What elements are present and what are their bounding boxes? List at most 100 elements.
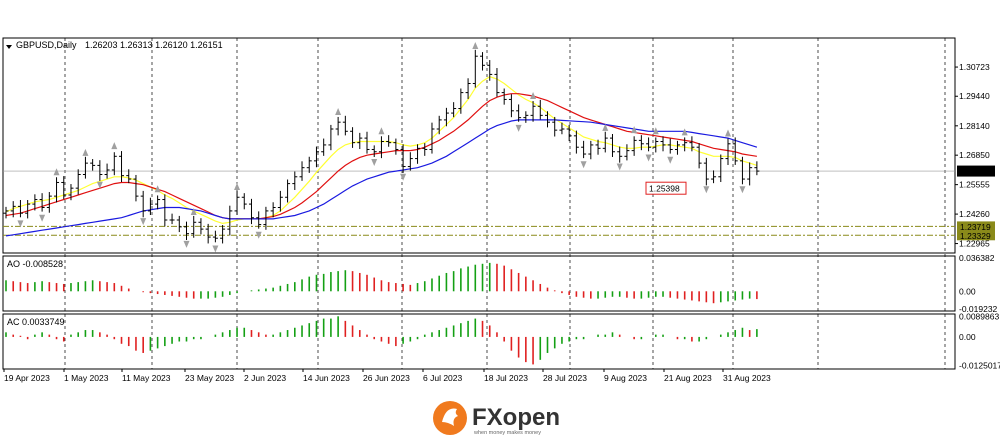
price-bar xyxy=(68,184,74,201)
symbol-label: GBPUSD,Daily xyxy=(16,40,77,50)
price-bar xyxy=(545,111,550,128)
price-bar xyxy=(378,136,384,159)
y-tick-label: 1.28140 xyxy=(959,121,990,131)
fractal-down-icon xyxy=(645,154,652,162)
pane-frame xyxy=(2,255,956,312)
price-bar xyxy=(407,152,413,171)
x-tick-label: 6 Jul 2023 xyxy=(423,373,462,383)
fractal-down-icon xyxy=(739,186,746,194)
price-bar xyxy=(155,195,161,210)
price-bar xyxy=(660,136,666,152)
price-bar xyxy=(25,199,31,219)
price-bar xyxy=(588,140,594,160)
indicator-y-tick-label: 0.00 xyxy=(959,332,976,342)
price-bar xyxy=(682,137,688,152)
fractal-down-icon xyxy=(140,218,147,226)
fractal-up-icon xyxy=(631,126,638,134)
price-bar xyxy=(487,60,493,81)
level-value: 1.23719 xyxy=(960,222,991,232)
price-bar xyxy=(97,160,103,181)
price-bar xyxy=(581,140,587,159)
ao-indicator-title: AO -0.008528 xyxy=(7,259,63,269)
price-bar xyxy=(133,174,139,202)
price-bar xyxy=(703,157,709,186)
fractal-down-icon xyxy=(616,163,623,171)
price-bar xyxy=(646,137,652,152)
price-bar xyxy=(104,163,110,179)
y-tick-label: 1.26850 xyxy=(959,150,990,160)
price-bar xyxy=(299,161,305,181)
indicator-y-tick-label: 0.00 xyxy=(959,286,976,296)
fractal-down-icon xyxy=(400,173,407,181)
price-bar xyxy=(277,190,283,212)
x-tick-label: 26 Jun 2023 xyxy=(363,373,410,383)
price-bar xyxy=(711,170,717,184)
price-bar xyxy=(747,162,753,186)
price-bar xyxy=(75,169,81,195)
fractal-down-icon xyxy=(17,220,24,228)
price-bar xyxy=(443,107,449,127)
indicator-y-tick-label: -0.019232 xyxy=(959,304,998,314)
moving-average-line xyxy=(5,119,758,237)
price-bar xyxy=(480,52,486,71)
price-bar xyxy=(400,144,406,173)
price-bar xyxy=(436,115,442,135)
price-bar xyxy=(140,190,146,218)
price-bar xyxy=(501,88,507,105)
price-bar xyxy=(263,206,269,230)
price-bar xyxy=(292,171,298,190)
price-bar xyxy=(422,143,428,156)
price-bar xyxy=(617,146,623,163)
brand-tagline: when money makes money xyxy=(473,430,541,436)
price-bar xyxy=(321,138,327,156)
price-bar xyxy=(350,127,356,148)
price-bar xyxy=(689,136,695,152)
y-tick-label: 1.24260 xyxy=(959,209,990,219)
price-bar xyxy=(465,78,471,99)
price-bar xyxy=(508,94,514,118)
price-bar xyxy=(624,144,630,161)
x-tick-label: 23 May 2023 xyxy=(185,373,234,383)
price-bar xyxy=(90,159,96,171)
y-tick-label: 1.25555 xyxy=(959,180,990,190)
fractal-up-icon xyxy=(82,148,89,156)
brand-name: FXopen xyxy=(472,404,560,431)
price-bar xyxy=(169,213,175,225)
ohlc-readout: 1.26203 1.26313 1.26120 1.26151 xyxy=(85,40,223,50)
price-bar xyxy=(667,138,673,154)
fractal-up-icon xyxy=(335,107,342,115)
price-bar xyxy=(198,218,204,235)
price-bar xyxy=(552,116,558,137)
x-tick-label: 14 Jun 2023 xyxy=(303,373,350,383)
y-tick-label: 1.22965 xyxy=(959,239,990,249)
x-tick-label: 1 May 2023 xyxy=(64,373,109,383)
price-bar xyxy=(357,132,363,150)
current-price-label: 1.26151 xyxy=(960,167,991,177)
price-bar xyxy=(39,193,45,212)
price-bar xyxy=(638,135,644,151)
price-bar xyxy=(696,143,702,169)
price-bar xyxy=(191,215,197,238)
fractal-down-icon xyxy=(667,156,674,164)
price-bar xyxy=(212,230,218,243)
pane-frame xyxy=(2,37,956,254)
fractal-up-icon xyxy=(190,208,197,216)
fractal-down-icon xyxy=(183,240,190,248)
price-bar xyxy=(566,124,572,142)
price-annotation-box xyxy=(645,181,687,195)
x-tick-label: 28 Jul 2023 xyxy=(543,373,587,383)
price-bar xyxy=(184,221,189,241)
price-bar xyxy=(111,152,117,176)
fractal-up-icon xyxy=(234,183,241,191)
dropdown-icon[interactable] xyxy=(6,45,12,49)
level-tag xyxy=(957,230,995,241)
price-bar xyxy=(754,161,760,176)
price-bar xyxy=(602,131,608,153)
price-bar xyxy=(458,88,464,114)
price-bar xyxy=(595,139,601,155)
price-bar xyxy=(732,137,738,165)
fractal-down-icon xyxy=(255,231,262,239)
price-bar xyxy=(364,131,370,154)
price-bar xyxy=(227,205,233,236)
price-bar xyxy=(162,194,168,227)
